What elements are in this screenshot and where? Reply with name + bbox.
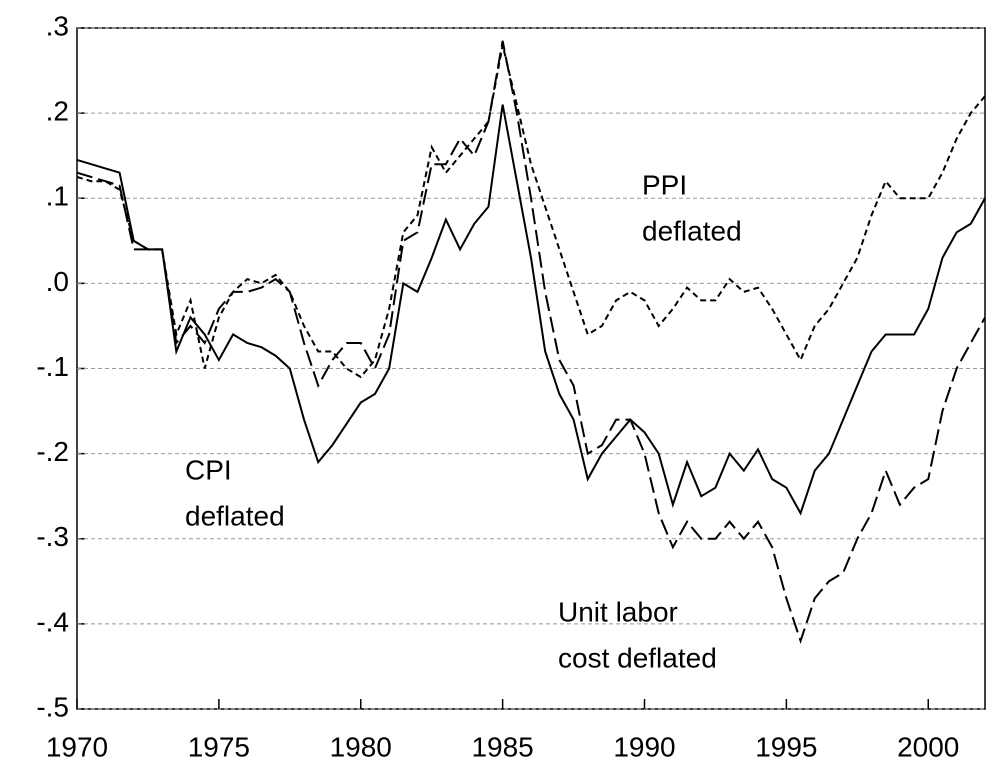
y-tick-label: .3: [46, 10, 69, 41]
annotation: PPI: [642, 169, 687, 200]
y-tick-label: .1: [46, 181, 69, 212]
annotation: deflated: [185, 500, 285, 531]
x-tick-label: 1995: [755, 731, 817, 762]
y-tick-label: -.1: [36, 351, 69, 382]
annotation: deflated: [642, 215, 742, 246]
series-line: [76, 104, 986, 516]
y-tick-label: -.5: [36, 691, 69, 722]
series-line: [76, 40, 986, 645]
y-tick-label: -.2: [36, 436, 69, 467]
annotation: CPI: [185, 454, 232, 485]
y-tick-label: .2: [46, 96, 69, 127]
annotation: cost deflated: [558, 642, 717, 673]
series-line: [76, 44, 986, 379]
x-tick-label: 1980: [330, 731, 392, 762]
annotation: Unit labor: [558, 596, 678, 627]
x-tick-label: 2000: [897, 731, 959, 762]
y-tick-label: -.3: [36, 521, 69, 552]
x-tick-label: 1990: [613, 731, 675, 762]
x-tick-label: 1985: [471, 731, 533, 762]
x-tick-label: 1970: [46, 731, 108, 762]
y-tick-label: .0: [46, 266, 69, 297]
x-tick-label: 1975: [188, 731, 250, 762]
y-tick-label: -.4: [36, 606, 69, 637]
